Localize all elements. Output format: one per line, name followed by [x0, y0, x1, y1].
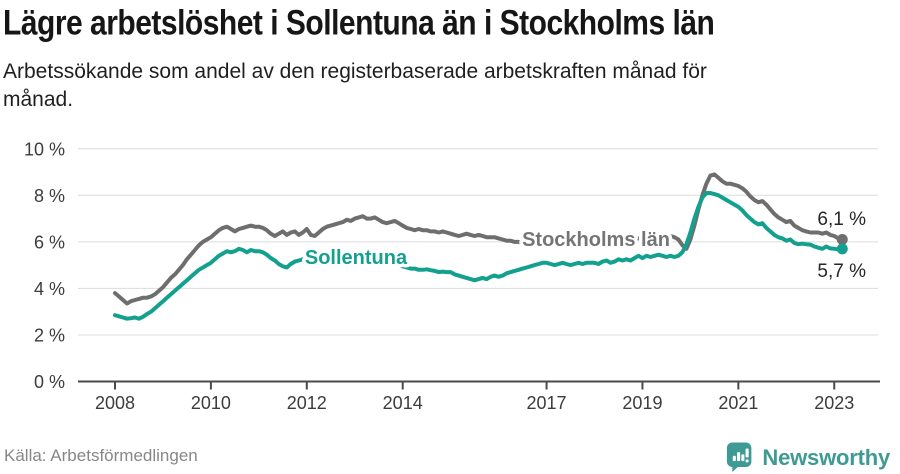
- series-line-sollentuna: [113, 191, 845, 321]
- end-dot-stockholms-lan: [836, 234, 848, 246]
- y-tick-label: 2 %: [34, 325, 65, 345]
- y-tick-label: 8 %: [34, 186, 65, 206]
- x-tick-label: 2023: [814, 393, 854, 413]
- bar-3: [741, 454, 745, 462]
- y-tick-label: 6 %: [34, 232, 65, 252]
- end-value-label-sollentuna: 5,7 %: [817, 261, 866, 282]
- newsworthy-bubble-icon: [727, 442, 752, 472]
- y-tick-label: 4 %: [34, 279, 65, 299]
- chart-subtitle: Arbetssökande som andel av den registerb…: [3, 60, 707, 111]
- source-note: Källa: Arbetsförmedlingen: [4, 446, 198, 465]
- x-tick-label: 2021: [718, 393, 758, 413]
- end-value-label-stockholms-lan: 6,1 %: [817, 209, 866, 230]
- x-tick-label: 2012: [287, 393, 327, 413]
- series-label-sollentuna: Sollentuna: [305, 247, 408, 269]
- series-label-stockholms-lan: Stockholms län: [522, 229, 670, 251]
- y-tick-label: 10 %: [24, 139, 65, 159]
- x-tick-label: 2014: [383, 393, 423, 413]
- x-tick-label: 2019: [622, 393, 662, 413]
- bar-2: [737, 452, 741, 462]
- end-dot-sollentuna: [836, 243, 848, 255]
- bar-1: [733, 455, 737, 462]
- x-tick-label: 2010: [191, 393, 231, 413]
- exclamation-dot: [745, 459, 750, 463]
- x-tick-label: 2008: [95, 393, 135, 413]
- exclamation-icon: [745, 448, 750, 458]
- x-tick-label: 2017: [527, 393, 567, 413]
- series-line-stockholms-lan: [113, 172, 845, 306]
- brand-wordmark: Newsworthy: [762, 444, 890, 470]
- newsworthy-logo: Newsworthy: [726, 441, 890, 474]
- chart-title: Lägre arbetslöshet i Sollentuna än i Sto…: [3, 4, 715, 43]
- y-tick-label: 0 %: [34, 372, 65, 392]
